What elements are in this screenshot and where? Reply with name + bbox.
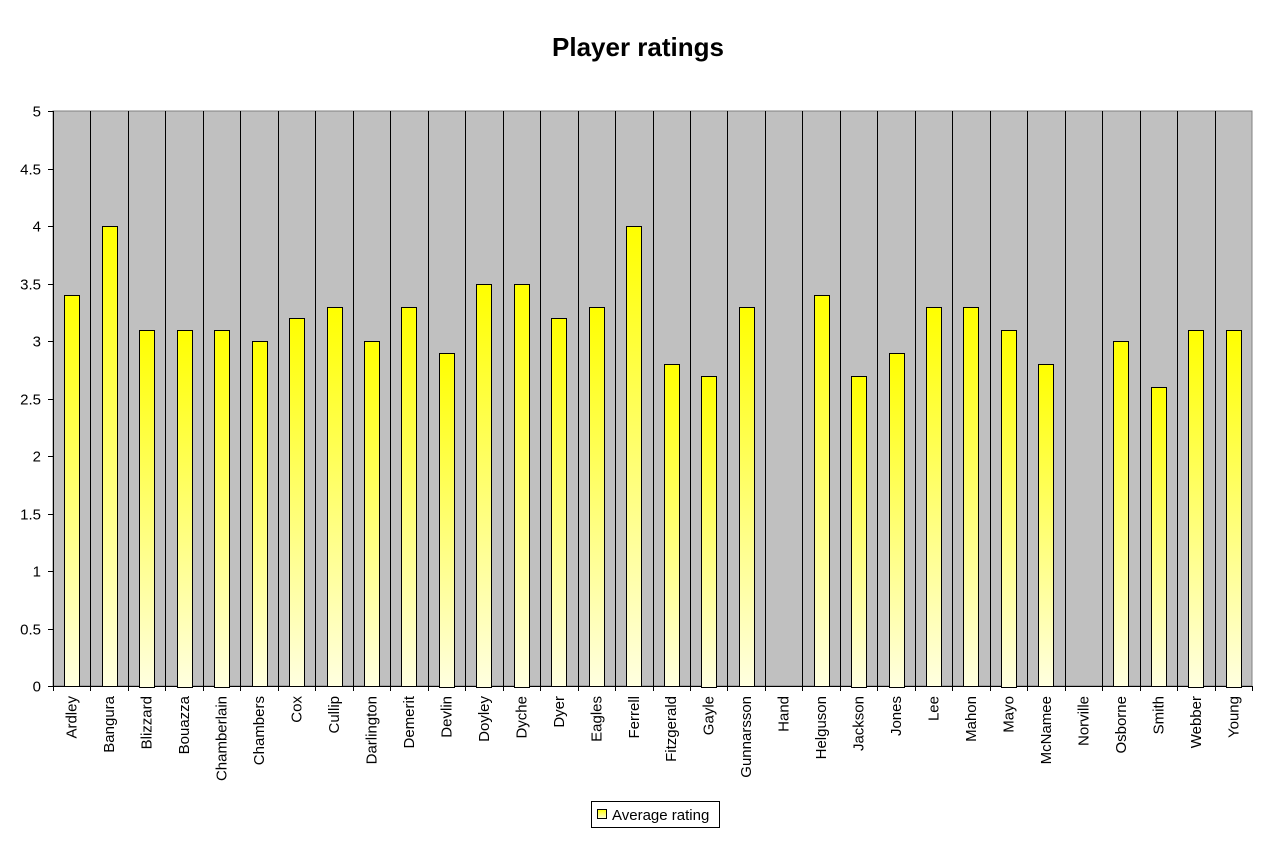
- y-tick-label: 3.5: [20, 277, 41, 294]
- x-tick-label: Webber: [1188, 696, 1205, 748]
- bar-blizzard: [139, 330, 155, 688]
- x-tick-label: Smith: [1150, 696, 1167, 734]
- x-tick-label: Ardley: [64, 696, 81, 739]
- x-tick-label: Fitzgerald: [663, 696, 680, 762]
- x-tick-label: Gayle: [701, 696, 718, 735]
- x-tick-label: Cox: [289, 696, 306, 723]
- x-tick-label: Eagles: [588, 696, 605, 742]
- bar-webber: [1188, 330, 1204, 688]
- x-tick-label: Bouazza: [176, 695, 193, 754]
- bar-dyer: [551, 318, 567, 687]
- bar-demerit: [401, 307, 417, 687]
- bar-young: [1226, 330, 1242, 688]
- x-tick-label: Devlin: [438, 696, 455, 738]
- y-tick-label: 0: [33, 679, 41, 696]
- chart-title: Player ratings: [552, 32, 724, 62]
- bar-ferrell: [626, 226, 642, 687]
- y-tick-label: 4.5: [20, 162, 41, 179]
- x-tick-label: Jones: [888, 696, 905, 736]
- legend-label: Average rating: [612, 807, 709, 824]
- bar-darlington: [364, 341, 380, 687]
- x-tick-label: Osborne: [1113, 696, 1130, 754]
- bar-osborne: [1113, 341, 1129, 687]
- x-tick-label: Mayo: [1000, 696, 1017, 733]
- bar-eagles: [589, 307, 605, 687]
- bar-fitzgerald: [664, 364, 680, 687]
- y-tick-label: 4: [33, 219, 41, 236]
- x-tick-label: Blizzard: [139, 696, 156, 749]
- x-tick-label: Demerit: [401, 695, 418, 748]
- y-tick-label: 5: [33, 104, 41, 121]
- bar-mcnamee: [1038, 364, 1054, 687]
- bar-chamberlain: [214, 330, 230, 688]
- x-tick-label: Dyer: [551, 696, 568, 728]
- bar-ardley: [64, 295, 80, 687]
- y-tick-label: 0.5: [20, 622, 41, 639]
- bar-chambers: [252, 341, 268, 687]
- bar-lee: [926, 307, 942, 687]
- x-tick-label: Chambers: [251, 696, 268, 765]
- y-tick-label: 3: [33, 334, 41, 351]
- x-tick-label: Gunnarsson: [738, 696, 755, 778]
- bar-jones: [889, 353, 905, 688]
- x-tick-label: Bangura: [101, 695, 118, 752]
- x-tick-label: Mahon: [963, 696, 980, 742]
- bar-smith: [1151, 387, 1167, 687]
- bar-cullip: [327, 307, 343, 687]
- bar-helguson: [814, 295, 830, 687]
- x-tick-label: Ferrell: [626, 696, 643, 739]
- x-tick-label: Hand: [776, 696, 793, 732]
- x-tick-label: Dyche: [513, 696, 530, 739]
- y-tick-label: 1: [33, 564, 41, 581]
- bar-devlin: [439, 353, 455, 688]
- y-tick-label: 1.5: [20, 507, 41, 524]
- bar-bouazza: [177, 330, 193, 688]
- bar-mayo: [1001, 330, 1017, 688]
- legend: Average rating: [591, 801, 720, 828]
- x-tick-label: Chamberlain: [214, 696, 231, 781]
- x-tick-label: McNamee: [1038, 696, 1055, 764]
- bar-gunnarsson: [739, 307, 755, 687]
- bar-dyche: [514, 284, 530, 688]
- x-tick-label: Darlington: [363, 696, 380, 764]
- y-tick-label: 2.5: [20, 392, 41, 409]
- x-tick-label: Young: [1225, 696, 1242, 738]
- bar-cox: [289, 318, 305, 687]
- x-tick-label: Helguson: [813, 696, 830, 759]
- y-tick-label: 2: [33, 449, 41, 466]
- x-tick-label: Lee: [926, 696, 943, 721]
- x-tick-label: Norville: [1075, 696, 1092, 746]
- legend-box: [591, 801, 720, 828]
- plot-area: [52, 110, 1253, 687]
- bar-jackson: [851, 376, 867, 688]
- bar-mahon: [963, 307, 979, 687]
- x-tick-label: Jackson: [851, 696, 868, 751]
- bar-gayle: [701, 376, 717, 688]
- bar-doyley: [476, 284, 492, 688]
- legend-swatch: [597, 809, 607, 819]
- x-tick-label: Doyley: [476, 696, 493, 742]
- x-tick-label: Cullip: [326, 696, 343, 734]
- bar-bangura: [102, 226, 118, 687]
